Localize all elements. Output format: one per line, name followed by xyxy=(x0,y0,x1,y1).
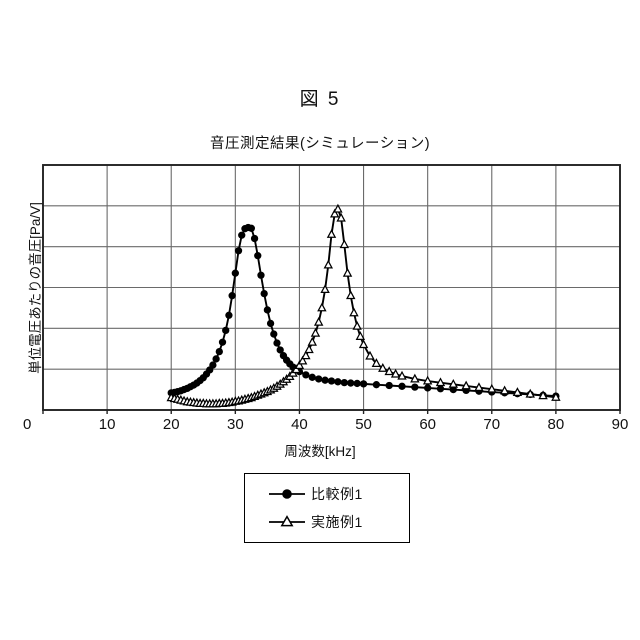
legend-item-1: 実施例1 xyxy=(245,508,409,536)
x-tick-label-80: 80 xyxy=(536,416,576,433)
legend: 比較例1 実施例1 xyxy=(244,473,410,543)
gridlines xyxy=(43,165,620,410)
x-tick-label-70: 70 xyxy=(472,416,512,433)
y-axis-origin-label: 0 xyxy=(23,416,31,433)
filled-circle-marker xyxy=(267,485,307,503)
x-tick-label-30: 30 xyxy=(215,416,255,433)
legend-label-0: 比較例1 xyxy=(307,484,363,504)
x-tick-label-10: 10 xyxy=(87,416,127,433)
x-tick-label-20: 20 xyxy=(151,416,191,433)
legend-label-1: 実施例1 xyxy=(307,512,363,532)
x-tick-label-40: 40 xyxy=(279,416,319,433)
x-tick-label-50: 50 xyxy=(344,416,384,433)
figure-container: 図 5 音圧測定結果(シミュレーション) 単位電圧あたりの音圧[Pa/V] 10… xyxy=(0,0,640,640)
x-tick-label-90: 90 xyxy=(600,416,640,433)
x-axis-label: 周波数[kHz] xyxy=(0,440,640,460)
open-triangle-marker xyxy=(267,513,307,531)
plot-area xyxy=(0,0,640,640)
x-tick-label-60: 60 xyxy=(408,416,448,433)
legend-item-0: 比較例1 xyxy=(245,480,409,508)
